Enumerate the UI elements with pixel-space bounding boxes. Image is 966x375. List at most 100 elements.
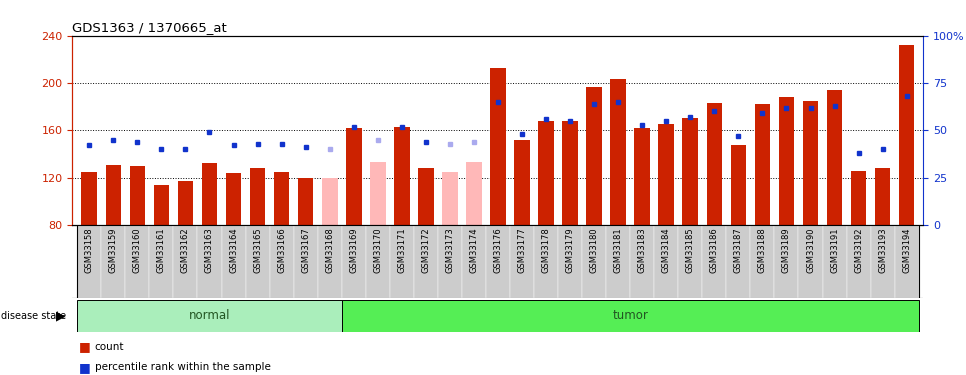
Bar xyxy=(418,168,434,225)
Text: GSM33167: GSM33167 xyxy=(301,227,310,273)
Bar xyxy=(178,181,193,225)
Bar xyxy=(630,225,654,298)
Text: GSM33187: GSM33187 xyxy=(734,227,743,273)
Bar xyxy=(273,172,290,225)
Bar xyxy=(779,97,794,225)
Bar xyxy=(870,225,895,298)
Text: GSM33174: GSM33174 xyxy=(469,227,478,273)
Text: GSM33164: GSM33164 xyxy=(229,227,238,273)
Text: GSM33179: GSM33179 xyxy=(566,227,575,273)
Bar xyxy=(370,162,385,225)
Text: disease state: disease state xyxy=(1,311,66,321)
Bar xyxy=(294,225,318,298)
Text: GSM33184: GSM33184 xyxy=(662,227,670,273)
Bar xyxy=(154,185,169,225)
Bar xyxy=(510,225,534,298)
Text: GSM33193: GSM33193 xyxy=(878,227,887,273)
Text: ■: ■ xyxy=(79,361,91,374)
Text: GSM33180: GSM33180 xyxy=(589,227,599,273)
Bar xyxy=(898,45,915,225)
Bar xyxy=(318,225,342,298)
Bar xyxy=(342,300,919,332)
Text: GSM33172: GSM33172 xyxy=(421,227,430,273)
Text: GSM33176: GSM33176 xyxy=(494,227,502,273)
Bar xyxy=(245,225,270,298)
Text: GDS1363 / 1370665_at: GDS1363 / 1370665_at xyxy=(72,21,227,34)
Bar xyxy=(846,225,870,298)
Bar xyxy=(851,171,867,225)
Bar xyxy=(799,225,822,298)
Bar xyxy=(538,121,554,225)
Bar xyxy=(562,121,578,225)
Bar xyxy=(467,162,482,225)
Bar xyxy=(322,178,337,225)
Bar xyxy=(702,225,726,298)
Bar xyxy=(366,225,390,298)
Text: GSM33177: GSM33177 xyxy=(518,227,526,273)
Text: GSM33170: GSM33170 xyxy=(373,227,383,273)
Bar xyxy=(827,90,842,225)
Bar xyxy=(558,225,582,298)
Bar xyxy=(659,124,674,225)
Bar xyxy=(438,225,462,298)
Text: GSM33188: GSM33188 xyxy=(758,227,767,273)
Bar xyxy=(678,225,702,298)
Text: GSM33189: GSM33189 xyxy=(781,227,791,273)
Text: GSM33171: GSM33171 xyxy=(397,227,407,273)
Bar xyxy=(586,87,602,225)
Bar xyxy=(534,225,558,298)
Bar xyxy=(442,172,458,225)
Bar xyxy=(101,225,126,298)
Bar xyxy=(105,165,121,225)
Text: GSM33158: GSM33158 xyxy=(85,227,94,273)
Text: GSM33194: GSM33194 xyxy=(902,227,911,273)
Bar xyxy=(654,225,678,298)
Bar xyxy=(775,225,799,298)
Text: GSM33165: GSM33165 xyxy=(253,227,262,273)
Bar xyxy=(413,225,438,298)
Bar xyxy=(895,225,919,298)
Text: GSM33163: GSM33163 xyxy=(205,227,214,273)
Text: GSM33185: GSM33185 xyxy=(686,227,695,273)
Bar xyxy=(150,225,174,298)
Bar xyxy=(611,80,626,225)
Bar xyxy=(298,178,313,225)
Bar xyxy=(77,225,101,298)
Text: tumor: tumor xyxy=(612,309,648,322)
Bar xyxy=(77,300,342,332)
Bar xyxy=(197,225,221,298)
Bar xyxy=(129,166,145,225)
Text: GSM33169: GSM33169 xyxy=(350,227,358,273)
Text: count: count xyxy=(95,342,125,352)
Text: GSM33191: GSM33191 xyxy=(830,227,839,273)
Bar xyxy=(875,168,891,225)
Text: GSM33168: GSM33168 xyxy=(326,227,334,273)
Bar xyxy=(635,128,650,225)
Text: GSM33166: GSM33166 xyxy=(277,227,286,273)
Bar xyxy=(174,225,197,298)
Bar xyxy=(462,225,486,298)
Text: GSM33161: GSM33161 xyxy=(156,227,166,273)
Text: GSM33192: GSM33192 xyxy=(854,227,863,273)
Text: GSM33181: GSM33181 xyxy=(613,227,623,273)
Bar xyxy=(606,225,630,298)
Text: ▶: ▶ xyxy=(56,309,66,322)
Text: GSM33173: GSM33173 xyxy=(445,227,454,273)
Bar xyxy=(250,168,266,225)
Text: normal: normal xyxy=(188,309,230,322)
Bar xyxy=(221,225,245,298)
Bar xyxy=(822,225,846,298)
Bar xyxy=(226,173,242,225)
Bar xyxy=(751,225,775,298)
Bar xyxy=(81,172,98,225)
Text: GSM33178: GSM33178 xyxy=(542,227,551,273)
Bar xyxy=(126,225,150,298)
Text: GSM33160: GSM33160 xyxy=(133,227,142,273)
Bar xyxy=(514,140,529,225)
Bar xyxy=(394,127,410,225)
Bar xyxy=(683,118,698,225)
Text: GSM33162: GSM33162 xyxy=(181,227,190,273)
Text: percentile rank within the sample: percentile rank within the sample xyxy=(95,363,270,372)
Bar xyxy=(270,225,294,298)
Bar xyxy=(346,128,361,225)
